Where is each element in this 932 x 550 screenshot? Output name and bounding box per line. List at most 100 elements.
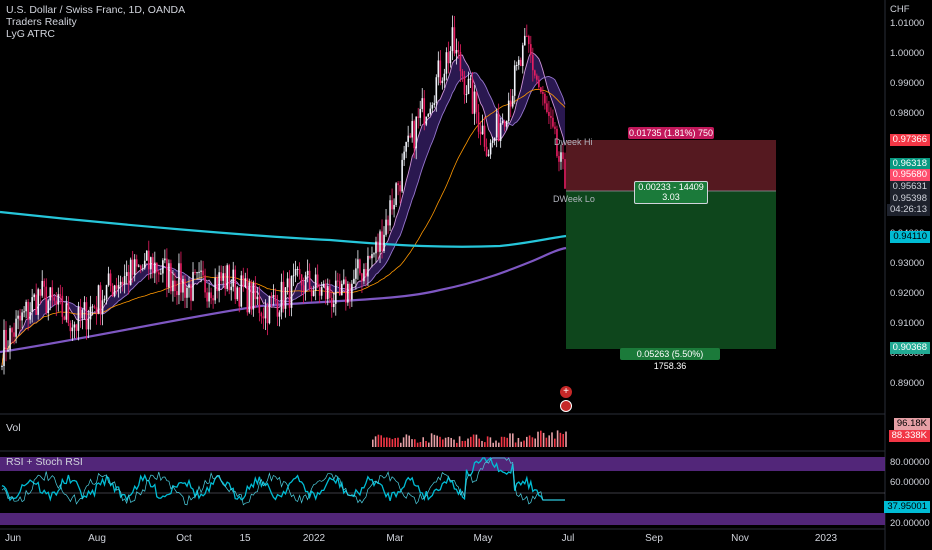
price-tick: 1.00000	[890, 48, 925, 59]
candle	[41, 280, 44, 296]
candle	[162, 260, 164, 274]
candles	[1, 15, 566, 375]
candle	[523, 35, 526, 46]
candle	[55, 300, 58, 305]
candle	[137, 265, 140, 267]
candle	[298, 269, 301, 275]
rsi-pane-title[interactable]: RSI + Stoch RSI	[6, 456, 83, 468]
candle	[111, 285, 114, 297]
candle	[214, 277, 216, 301]
candle	[495, 113, 498, 138]
candle	[485, 146, 488, 156]
volume-bar	[388, 437, 391, 447]
volume-bar	[467, 438, 469, 447]
candle	[282, 281, 285, 309]
candle	[95, 307, 98, 314]
candle	[501, 121, 504, 124]
candle	[220, 272, 222, 281]
candle	[248, 282, 251, 313]
volume-bar	[408, 435, 410, 447]
candle	[371, 254, 373, 259]
candle	[228, 265, 231, 291]
candle	[306, 270, 309, 276]
time-tick: Jul	[561, 533, 575, 544]
candle	[23, 311, 25, 313]
rsi-tick: 60.00000	[890, 477, 930, 488]
candle	[302, 285, 305, 292]
candle	[47, 300, 50, 313]
candle	[125, 272, 128, 277]
volume-bar	[422, 437, 424, 447]
candle	[439, 60, 442, 84]
candle	[294, 269, 297, 276]
candle	[286, 278, 289, 288]
candle	[521, 45, 524, 67]
candle	[180, 263, 182, 293]
volume-bar	[481, 440, 483, 447]
candle	[266, 306, 269, 324]
candle	[336, 280, 339, 282]
candle	[519, 59, 522, 67]
event-marker-icon[interactable]: +	[560, 386, 572, 398]
candle	[511, 95, 514, 107]
candle	[385, 219, 387, 235]
study-lyg-atrc[interactable]: LyG ATRC	[6, 28, 56, 40]
candle	[411, 121, 413, 138]
candle	[97, 285, 100, 314]
ema-ribbon	[2, 52, 565, 366]
volume-bar	[548, 435, 550, 447]
vol-label-1: 96.18K	[893, 418, 930, 430]
candle	[184, 278, 186, 298]
candle	[99, 285, 102, 314]
candle	[471, 78, 474, 114]
stop-label[interactable]: 0.01735 (1.81%) 750	[628, 127, 714, 139]
candle	[528, 36, 530, 45]
candle	[544, 93, 546, 104]
candle	[479, 131, 482, 135]
candle	[202, 270, 204, 276]
candle	[379, 231, 381, 252]
candle	[554, 126, 556, 129]
volume-bar	[514, 442, 517, 447]
candle	[7, 349, 9, 351]
volume-bar	[484, 442, 486, 447]
symbol-title[interactable]: U.S. Dollar / Swiss Franc, 1D, OANDA	[6, 4, 186, 16]
volume-bar	[442, 439, 444, 447]
vol-pane-title[interactable]: Vol	[6, 422, 21, 434]
candle	[192, 272, 194, 301]
candle	[381, 231, 383, 252]
volume-bars	[372, 430, 567, 447]
candle	[532, 54, 534, 71]
study-traders-reality[interactable]: Traders Reality	[6, 16, 77, 28]
vol-label-2: 88.338K	[888, 430, 930, 442]
candle	[143, 260, 146, 269]
entry-label[interactable]: 0.00233 - 14409 3.03	[634, 181, 708, 204]
candle	[218, 272, 220, 292]
candle	[236, 287, 239, 300]
candle	[117, 284, 120, 289]
candle	[113, 285, 116, 297]
candle	[77, 306, 80, 331]
candle	[188, 284, 190, 288]
price-tag: 04:26:13	[887, 204, 930, 216]
candle	[491, 140, 494, 143]
candle	[437, 60, 440, 78]
candle	[328, 286, 331, 298]
candle	[105, 285, 108, 299]
rsi-ob-band	[0, 457, 885, 471]
candle	[280, 281, 283, 313]
volume-bar	[414, 439, 416, 447]
rsi-os-band	[0, 513, 885, 525]
currency-label: CHF	[890, 4, 910, 15]
price-tag: 0.95398	[889, 193, 930, 205]
target-label[interactable]: 0.05263 (5.50%) 1758.36	[620, 348, 720, 371]
time-tick: Jun	[4, 533, 22, 544]
candle	[168, 263, 170, 288]
candle	[252, 283, 255, 310]
candle	[457, 49, 460, 52]
volume-bar	[520, 441, 522, 447]
event-marker-icon[interactable]	[560, 400, 572, 412]
candle	[3, 329, 5, 366]
candle	[351, 283, 353, 300]
